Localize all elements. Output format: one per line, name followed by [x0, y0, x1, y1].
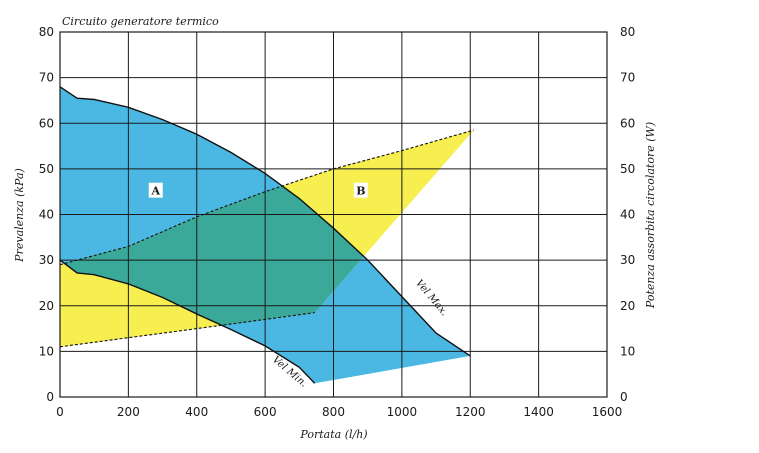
x-axis-title: Portata (l/h) — [299, 428, 367, 441]
y-tick-label-right: 20 — [620, 299, 635, 313]
region-label-box-b — [353, 182, 368, 198]
x-tick-label: 1200 — [455, 405, 486, 419]
left-axis-ticks: 0 10 20 30 40 50 60 70 80 — [39, 25, 54, 404]
x-tick-label: 1400 — [523, 405, 554, 419]
x-tick-label: 800 — [322, 405, 345, 419]
y-tick-label-right: 60 — [620, 116, 635, 130]
x-tick-label: 400 — [185, 405, 208, 419]
y-tick-label-right: 70 — [620, 71, 635, 85]
curve-vel-max-power — [59, 129, 474, 266]
y-tick-label-left: 60 — [39, 116, 54, 130]
grid — [59, 31, 608, 398]
y-tick-label-left: 50 — [39, 162, 54, 176]
y-tick-label-right: 10 — [620, 344, 635, 358]
y-tick-label-right: 0 — [620, 390, 628, 404]
curve-vel-min-power — [59, 312, 315, 348]
y-tick-label-right: 50 — [620, 162, 635, 176]
right-axis-title: Potenza assorbita circolatore (W) — [644, 122, 657, 309]
y-tick-label-left: 20 — [39, 299, 54, 313]
plot-frame — [59, 31, 608, 398]
x-axis-ticks: 0 200 400 600 800 1000 1200 1400 1600 — [56, 405, 622, 419]
y-tick-label-left: 70 — [39, 71, 54, 85]
x-tick-label: 0 — [56, 405, 64, 419]
y-tick-label-left: 0 — [46, 390, 54, 404]
x-tick-label: 1000 — [387, 405, 418, 419]
y-tick-label-right: 40 — [620, 208, 635, 222]
y-tick-label-left: 10 — [39, 344, 54, 358]
y-tick-label-right: 80 — [620, 25, 635, 39]
curve-label-0: Vel Max. — [413, 278, 449, 318]
y-tick-label-left: 80 — [39, 25, 54, 39]
right-axis-ticks: 0 10 20 30 40 50 60 70 80 — [620, 25, 635, 404]
left-axis-title: Prevalenza (kPa) — [13, 168, 26, 263]
curves — [59, 86, 474, 384]
y-tick-label-right: 30 — [620, 253, 635, 267]
region-label-box-a — [148, 182, 163, 198]
y-tick-label-left: 40 — [39, 208, 54, 222]
x-tick-label: 1600 — [592, 405, 623, 419]
x-tick-label: 600 — [254, 405, 277, 419]
chart-title: Circuito generatore termico — [62, 15, 219, 28]
region-label-a: A — [150, 185, 160, 198]
region-label-b: B — [356, 185, 365, 198]
y-tick-label-left: 30 — [39, 253, 54, 267]
curve-vel-max-pressure — [59, 86, 471, 357]
x-tick-label: 200 — [117, 405, 140, 419]
curve-vel-min-pressure — [59, 259, 316, 384]
